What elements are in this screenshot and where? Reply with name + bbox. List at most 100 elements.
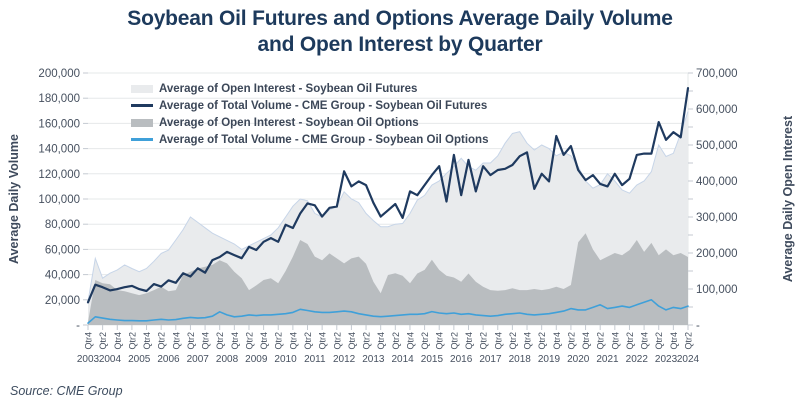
x-tick-quarter-label: Qtr2 <box>362 332 372 350</box>
x-tick-year-label: 2023 <box>655 354 678 365</box>
left-tick-label: 20,000 <box>45 295 80 307</box>
x-tick-quarter-label: Qtr4 <box>288 332 298 350</box>
legend-label: Average of Total Volume - CME Group - So… <box>159 99 488 112</box>
x-tick-quarter-label: Qtr4 <box>318 332 328 350</box>
left-tick-label: 40,000 <box>45 270 80 282</box>
x-tick-quarter-label: Qtr2 <box>215 332 225 350</box>
right-axis-label: Average Daily Open Interest <box>781 115 795 283</box>
x-tick-year-label: 2018 <box>509 354 532 365</box>
legend-item-2: Average of Open Interest - Soybean Oil O… <box>131 114 488 131</box>
x-tick-quarter-label: Qtr4 <box>552 332 562 350</box>
x-tick-quarter-label: Qtr4 <box>113 332 123 350</box>
x-tick-quarter-label: Qtr4 <box>493 332 503 350</box>
x-tick-quarter-label: Qtr2 <box>244 332 254 350</box>
x-tick-quarter-label: Qtr4 <box>581 332 591 350</box>
left-tick-label: 100,000 <box>38 194 80 206</box>
right-tick-label: 700,000 <box>696 68 738 80</box>
left-tick-label: 180,000 <box>38 93 80 105</box>
x-tick-quarter-label: Qtr2 <box>98 332 108 350</box>
chart-title-line2: and Open Interest by Quarter <box>257 33 543 56</box>
x-tick-quarter-label: Qtr2 <box>303 332 313 350</box>
x-tick-quarter-label: Qtr2 <box>596 332 606 350</box>
x-tick-quarter-label: Qtr2 <box>186 332 196 350</box>
right-tick-label: 400,000 <box>696 176 738 188</box>
x-tick-quarter-label: Qtr4 <box>640 332 650 350</box>
x-tick-quarter-label: Qtr4 <box>435 332 445 350</box>
x-tick-year-label: 2008 <box>216 354 239 365</box>
left-axis-label: Average Daily Volume <box>7 134 21 264</box>
legend-swatch-line <box>131 104 153 107</box>
x-tick-quarter-label: Qtr2 <box>479 332 489 350</box>
x-tick-quarter-label: Qtr4 <box>610 332 620 350</box>
left-tick-label: 120,000 <box>38 169 80 181</box>
legend-item-0: Average of Open Interest - Soybean Oil F… <box>131 80 488 97</box>
x-tick-year-label: 2024 <box>677 354 700 365</box>
x-tick-quarter-label: Qtr2 <box>537 332 547 350</box>
chart-title: Soybean Oil Futures and Options Average … <box>0 6 800 58</box>
right-tick-label: - <box>696 320 700 332</box>
x-tick-quarter-label: Qtr2 <box>274 332 284 350</box>
series-area-0 <box>88 111 688 325</box>
x-tick-quarter-label: Qtr2 <box>566 332 576 350</box>
left-tick-label: - <box>76 320 80 332</box>
x-tick-year-label: 2017 <box>479 354 502 365</box>
x-tick-quarter-label: Qtr4 <box>84 332 94 350</box>
x-tick-quarter-label: Qtr2 <box>420 332 430 350</box>
chart-legend: Average of Open Interest - Soybean Oil F… <box>131 80 488 148</box>
legend-item-3: Average of Total Volume - CME Group - So… <box>131 131 488 148</box>
left-tick-label: 160,000 <box>38 118 80 130</box>
right-tick-label: 100,000 <box>696 284 738 296</box>
right-tick-label: 500,000 <box>696 140 738 152</box>
x-tick-year-label: 2013 <box>362 354 385 365</box>
x-tick-year-label: 2007 <box>187 354 210 365</box>
x-tick-quarter-label: Qtr2 <box>157 332 167 350</box>
x-tick-quarter-label: Qtr2 <box>332 332 342 350</box>
x-tick-quarter-label: Qtr4 <box>347 332 357 350</box>
x-tick-quarter-label: Qtr2 <box>654 332 664 350</box>
x-tick-year-label: 2005 <box>128 354 151 365</box>
x-tick-year-label: 2003 <box>77 354 100 365</box>
series-area-1 <box>88 233 688 325</box>
legend-swatch-area <box>131 118 153 127</box>
x-tick-year-label: 2006 <box>157 354 180 365</box>
legend-label: Average of Open Interest - Soybean Oil F… <box>159 82 418 95</box>
x-tick-year-label: 2019 <box>538 354 561 365</box>
x-tick-year-label: 2016 <box>450 354 473 365</box>
legend-label: Average of Open Interest - Soybean Oil O… <box>159 116 419 129</box>
x-tick-year-label: 2004 <box>99 354 122 365</box>
x-tick-quarter-label: Qtr4 <box>201 332 211 350</box>
x-tick-quarter-label: Qtr4 <box>230 332 240 350</box>
right-tick-label: 300,000 <box>696 212 738 224</box>
left-tick-label: 80,000 <box>45 219 80 231</box>
x-tick-quarter-label: Qtr4 <box>523 332 533 350</box>
x-tick-year-label: 2011 <box>304 354 326 365</box>
x-tick-quarter-label: Qtr2 <box>449 332 459 350</box>
x-tick-year-label: 2021 <box>596 354 619 365</box>
x-tick-quarter-label: Qtr4 <box>405 332 415 350</box>
chart-title-line1: Soybean Oil Futures and Options Average … <box>127 7 673 30</box>
right-tick-label: 200,000 <box>696 248 738 260</box>
x-tick-year-label: 2012 <box>333 354 356 365</box>
right-tick-label: 600,000 <box>696 104 738 116</box>
x-tick-quarter-label: Qtr2 <box>391 332 401 350</box>
x-tick-quarter-label: Qtr4 <box>464 332 474 350</box>
left-tick-label: 140,000 <box>38 144 80 156</box>
series-line-3 <box>87 298 689 324</box>
x-tick-year-label: 2022 <box>626 354 649 365</box>
series-area-edge-0 <box>87 111 689 302</box>
x-tick-quarter-label: Qtr4 <box>669 332 679 350</box>
legend-item-1: Average of Total Volume - CME Group - So… <box>131 97 488 114</box>
x-tick-quarter-label: Qtr4 <box>171 332 181 350</box>
x-tick-year-label: 2015 <box>421 354 444 365</box>
x-tick-quarter-label: Qtr2 <box>127 332 137 350</box>
x-tick-year-label: 2010 <box>274 354 297 365</box>
x-tick-quarter-label: Qtr2 <box>684 332 694 350</box>
left-tick-label: 200,000 <box>38 68 80 80</box>
x-tick-year-label: 2014 <box>392 354 415 365</box>
left-tick-label: 60,000 <box>45 244 80 256</box>
x-tick-quarter-label: Qtr4 <box>142 332 152 350</box>
series-line-2 <box>86 86 690 304</box>
x-tick-year-label: 2009 <box>245 354 268 365</box>
